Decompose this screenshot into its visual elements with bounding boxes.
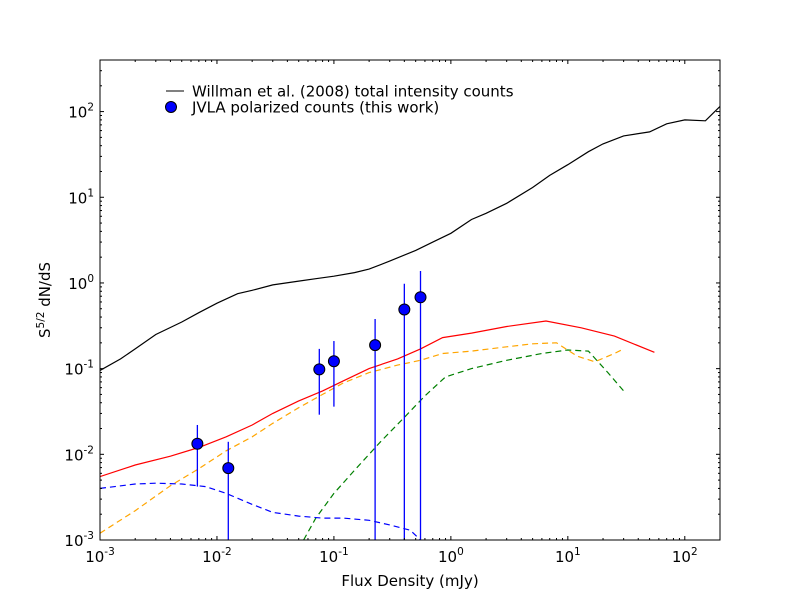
y-tick-label: 10-1	[64, 359, 94, 379]
legend: Willman et al. (2008) total intensity co…	[165, 83, 514, 117]
y-tick-label: 10-2	[64, 444, 94, 464]
series-line-4	[100, 482, 421, 540]
series-line-1	[100, 320, 655, 478]
y-axis-label: S5/2 dN/dS	[35, 262, 54, 338]
x-tick-label: 102	[672, 546, 698, 566]
x-axis-label: Flux Density (mJy)	[341, 572, 478, 590]
data-point	[191, 437, 204, 450]
y-tick-label: 102	[68, 102, 94, 122]
legend-label-jvla: JVLA polarized counts (this work)	[191, 99, 439, 117]
y-tick-label: 10-3	[64, 530, 94, 550]
legend-circle-marker	[165, 101, 177, 113]
data-point	[414, 291, 427, 304]
series-line-2	[100, 342, 624, 534]
data-point	[222, 462, 235, 475]
data-point	[398, 303, 411, 316]
x-tick-label: 101	[555, 546, 581, 566]
legend-label-willman: Willman et al. (2008) total intensity co…	[192, 83, 514, 101]
plot-frame	[99, 59, 721, 541]
x-tick-label: 10-3	[85, 546, 115, 566]
points-layer	[191, 270, 427, 540]
x-tick-label: 100	[438, 546, 464, 566]
y-tick-label: 101	[68, 187, 94, 207]
data-point	[369, 339, 382, 352]
data-point	[313, 363, 326, 376]
series-layer	[100, 105, 720, 540]
y-tick-label: 100	[68, 273, 94, 293]
x-tick-label: 10-2	[202, 546, 232, 566]
x-tick-label: 10-1	[319, 546, 349, 566]
series-line-0	[100, 105, 720, 372]
data-point	[327, 355, 340, 368]
plot-area	[100, 60, 720, 540]
